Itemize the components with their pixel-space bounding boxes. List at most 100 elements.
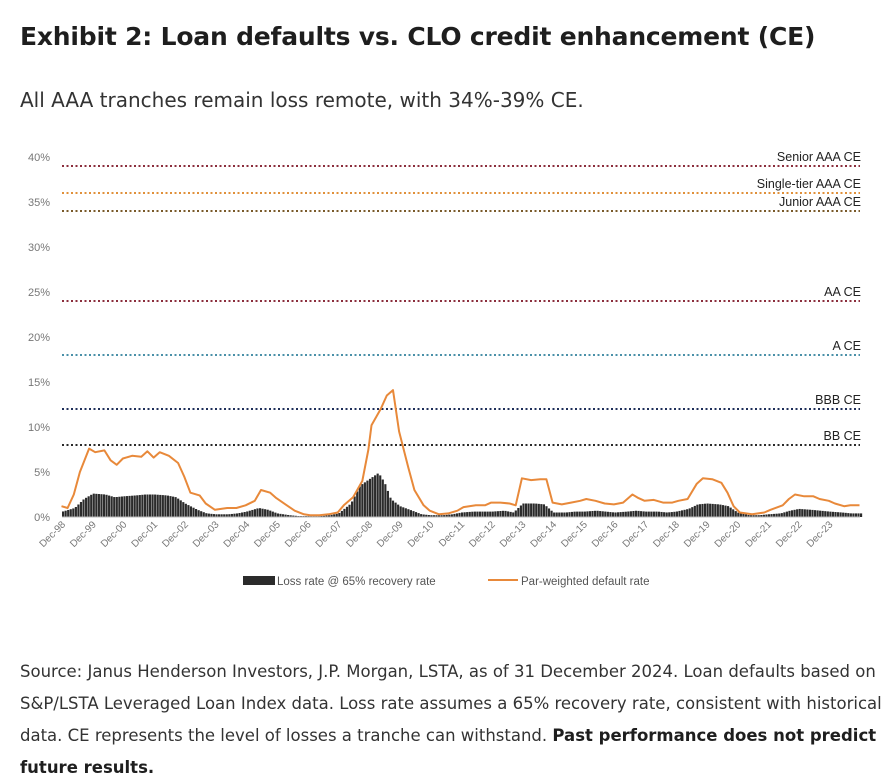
loss-rate-bar <box>402 507 405 517</box>
loss-rate-bar <box>660 511 663 517</box>
loss-rate-bar <box>706 503 709 517</box>
loss-rate-bar <box>688 508 691 517</box>
loss-rate-bar <box>97 494 100 517</box>
loss-rate-bar <box>115 496 118 517</box>
loss-rate-bar <box>857 513 860 517</box>
loss-rate-bar <box>819 510 822 517</box>
loss-rate-bar <box>151 494 154 517</box>
loss-rate-bar <box>345 506 349 517</box>
loss-rate-bar <box>719 504 722 517</box>
loss-rate-bar <box>591 510 594 517</box>
loss-rate-bar <box>351 501 354 517</box>
loss-rate-bar <box>468 511 471 517</box>
loss-rate-bar <box>860 513 863 517</box>
loss-rate-bar <box>105 494 108 517</box>
loss-rate-bar <box>770 514 773 517</box>
loss-rate-bar <box>537 503 540 517</box>
loss-rate-bar <box>813 510 817 517</box>
loss-rate-bar <box>294 515 297 517</box>
loss-rate-bar <box>617 512 620 517</box>
loss-rate-bar <box>727 506 730 517</box>
loss-rate-bar <box>737 512 740 517</box>
loss-rate-bar <box>563 512 566 517</box>
loss-rate-bar <box>640 511 643 517</box>
loss-rate-bar <box>202 512 205 517</box>
source-text: Source: Janus Henderson Investors, J.P. … <box>20 662 882 745</box>
loss-rate-bar <box>512 512 515 517</box>
loss-rate-bar <box>829 511 832 517</box>
loss-rate-bar <box>261 508 264 517</box>
loss-rate-bar <box>184 503 187 517</box>
loss-rate-bar <box>125 496 129 517</box>
x-tick-label: Dec-01 <box>130 519 161 550</box>
loss-rate-bar <box>675 511 679 517</box>
loss-rate-bar <box>673 511 676 517</box>
loss-rate-bar <box>174 497 177 517</box>
loss-rate-bar <box>445 514 448 517</box>
loss-rate-bar <box>614 512 617 517</box>
loss-rate-bar <box>113 497 116 517</box>
loss-rate-bar <box>77 504 80 517</box>
loss-rate-bar <box>606 511 609 517</box>
loss-rate-bar <box>509 511 512 517</box>
loss-rate-bar <box>494 511 497 517</box>
loss-rate-bar <box>189 506 193 517</box>
loss-rate-bar <box>120 496 123 517</box>
loss-rate-bar <box>504 510 507 517</box>
loss-rate-bar <box>215 514 218 517</box>
loss-rate-bar <box>325 515 328 517</box>
loss-rate-bar <box>353 496 356 517</box>
x-tick-label: Dec-20 <box>713 519 744 550</box>
loss-rate-bar <box>796 509 799 517</box>
loss-rate-bar <box>289 515 292 517</box>
loss-rate-bar <box>82 499 85 517</box>
loss-rate-bar <box>484 511 487 517</box>
loss-rate-bar <box>148 494 152 517</box>
loss-rate-bar <box>200 511 203 517</box>
loss-rate-bar <box>834 512 837 517</box>
x-tick-label: Dec-23 <box>805 519 836 550</box>
loss-rate-bar <box>788 510 791 517</box>
loss-rate-bar <box>251 509 254 517</box>
loss-rate-bar <box>762 514 765 517</box>
loss-rate-bar <box>363 482 366 517</box>
loss-rate-bar <box>420 514 423 517</box>
loss-rate-bar <box>642 511 645 517</box>
x-tick-label: Dec-12 <box>467 519 498 550</box>
loss-rate-bar <box>847 513 850 517</box>
loss-rate-bar <box>514 510 517 517</box>
loss-rate-bar <box>691 507 694 517</box>
loss-rate-bar <box>496 511 499 517</box>
loss-rate-bar <box>721 505 725 517</box>
loss-rate-bar <box>581 511 584 517</box>
loss-rate-bar <box>62 511 65 517</box>
loss-rate-bar <box>133 495 136 517</box>
loss-rate-bar <box>750 515 753 517</box>
loss-rate-bar <box>568 512 571 517</box>
loss-rate-bar <box>634 510 638 517</box>
loss-rate-bar <box>450 514 453 517</box>
loss-rate-bar <box>824 511 827 517</box>
ce-line-label: BB CE <box>823 429 861 443</box>
x-tick-label: Dec-07 <box>314 519 345 550</box>
loss-rate-bar <box>576 511 579 517</box>
loss-rate-bar <box>739 513 742 517</box>
y-tick-label: 15% <box>28 377 50 389</box>
loss-rate-bar <box>599 511 602 517</box>
loss-rate-bar <box>601 511 604 517</box>
loss-rate-bar <box>535 503 538 517</box>
loss-rate-bar <box>696 504 699 517</box>
loss-rate-bar <box>558 512 561 517</box>
loss-rate-bar <box>338 512 341 517</box>
loss-rate-bar <box>790 510 794 517</box>
loss-rate-bar <box>238 512 241 517</box>
default-rate-path <box>61 389 860 517</box>
legend-label-default-rate: Par-weighted default rate <box>521 576 650 588</box>
loss-rate-bar <box>266 509 269 517</box>
loss-rate-bar <box>358 486 361 517</box>
loss-rate-bar <box>379 475 382 517</box>
loss-rate-bar <box>461 512 464 517</box>
loss-rate-bar <box>366 480 369 517</box>
loss-rate-bar <box>683 509 686 517</box>
loss-rate-bar <box>195 509 198 517</box>
